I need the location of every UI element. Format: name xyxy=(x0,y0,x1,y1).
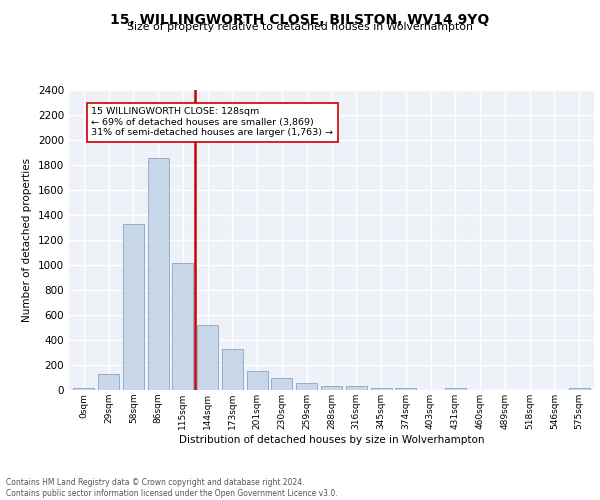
X-axis label: Distribution of detached houses by size in Wolverhampton: Distribution of detached houses by size … xyxy=(179,434,484,444)
Bar xyxy=(445,388,466,390)
Text: 15, WILLINGWORTH CLOSE, BILSTON, WV14 9YQ: 15, WILLINGWORTH CLOSE, BILSTON, WV14 9Y… xyxy=(110,12,490,26)
Bar xyxy=(271,378,292,390)
Text: 15 WILLINGWORTH CLOSE: 128sqm
← 69% of detached houses are smaller (3,869)
31% o: 15 WILLINGWORTH CLOSE: 128sqm ← 69% of d… xyxy=(91,108,333,138)
Bar xyxy=(123,224,144,390)
Text: Contains HM Land Registry data © Crown copyright and database right 2024.
Contai: Contains HM Land Registry data © Crown c… xyxy=(6,478,338,498)
Bar xyxy=(247,370,268,390)
Bar xyxy=(197,325,218,390)
Bar xyxy=(296,383,317,390)
Bar xyxy=(346,386,367,390)
Bar xyxy=(321,386,342,390)
Y-axis label: Number of detached properties: Number of detached properties xyxy=(22,158,32,322)
Bar xyxy=(569,388,590,390)
Bar xyxy=(395,388,416,390)
Bar xyxy=(148,158,169,390)
Bar xyxy=(172,262,193,390)
Bar xyxy=(222,349,243,390)
Bar xyxy=(73,388,94,390)
Bar xyxy=(98,374,119,390)
Text: Size of property relative to detached houses in Wolverhampton: Size of property relative to detached ho… xyxy=(127,22,473,32)
Bar xyxy=(371,388,392,390)
